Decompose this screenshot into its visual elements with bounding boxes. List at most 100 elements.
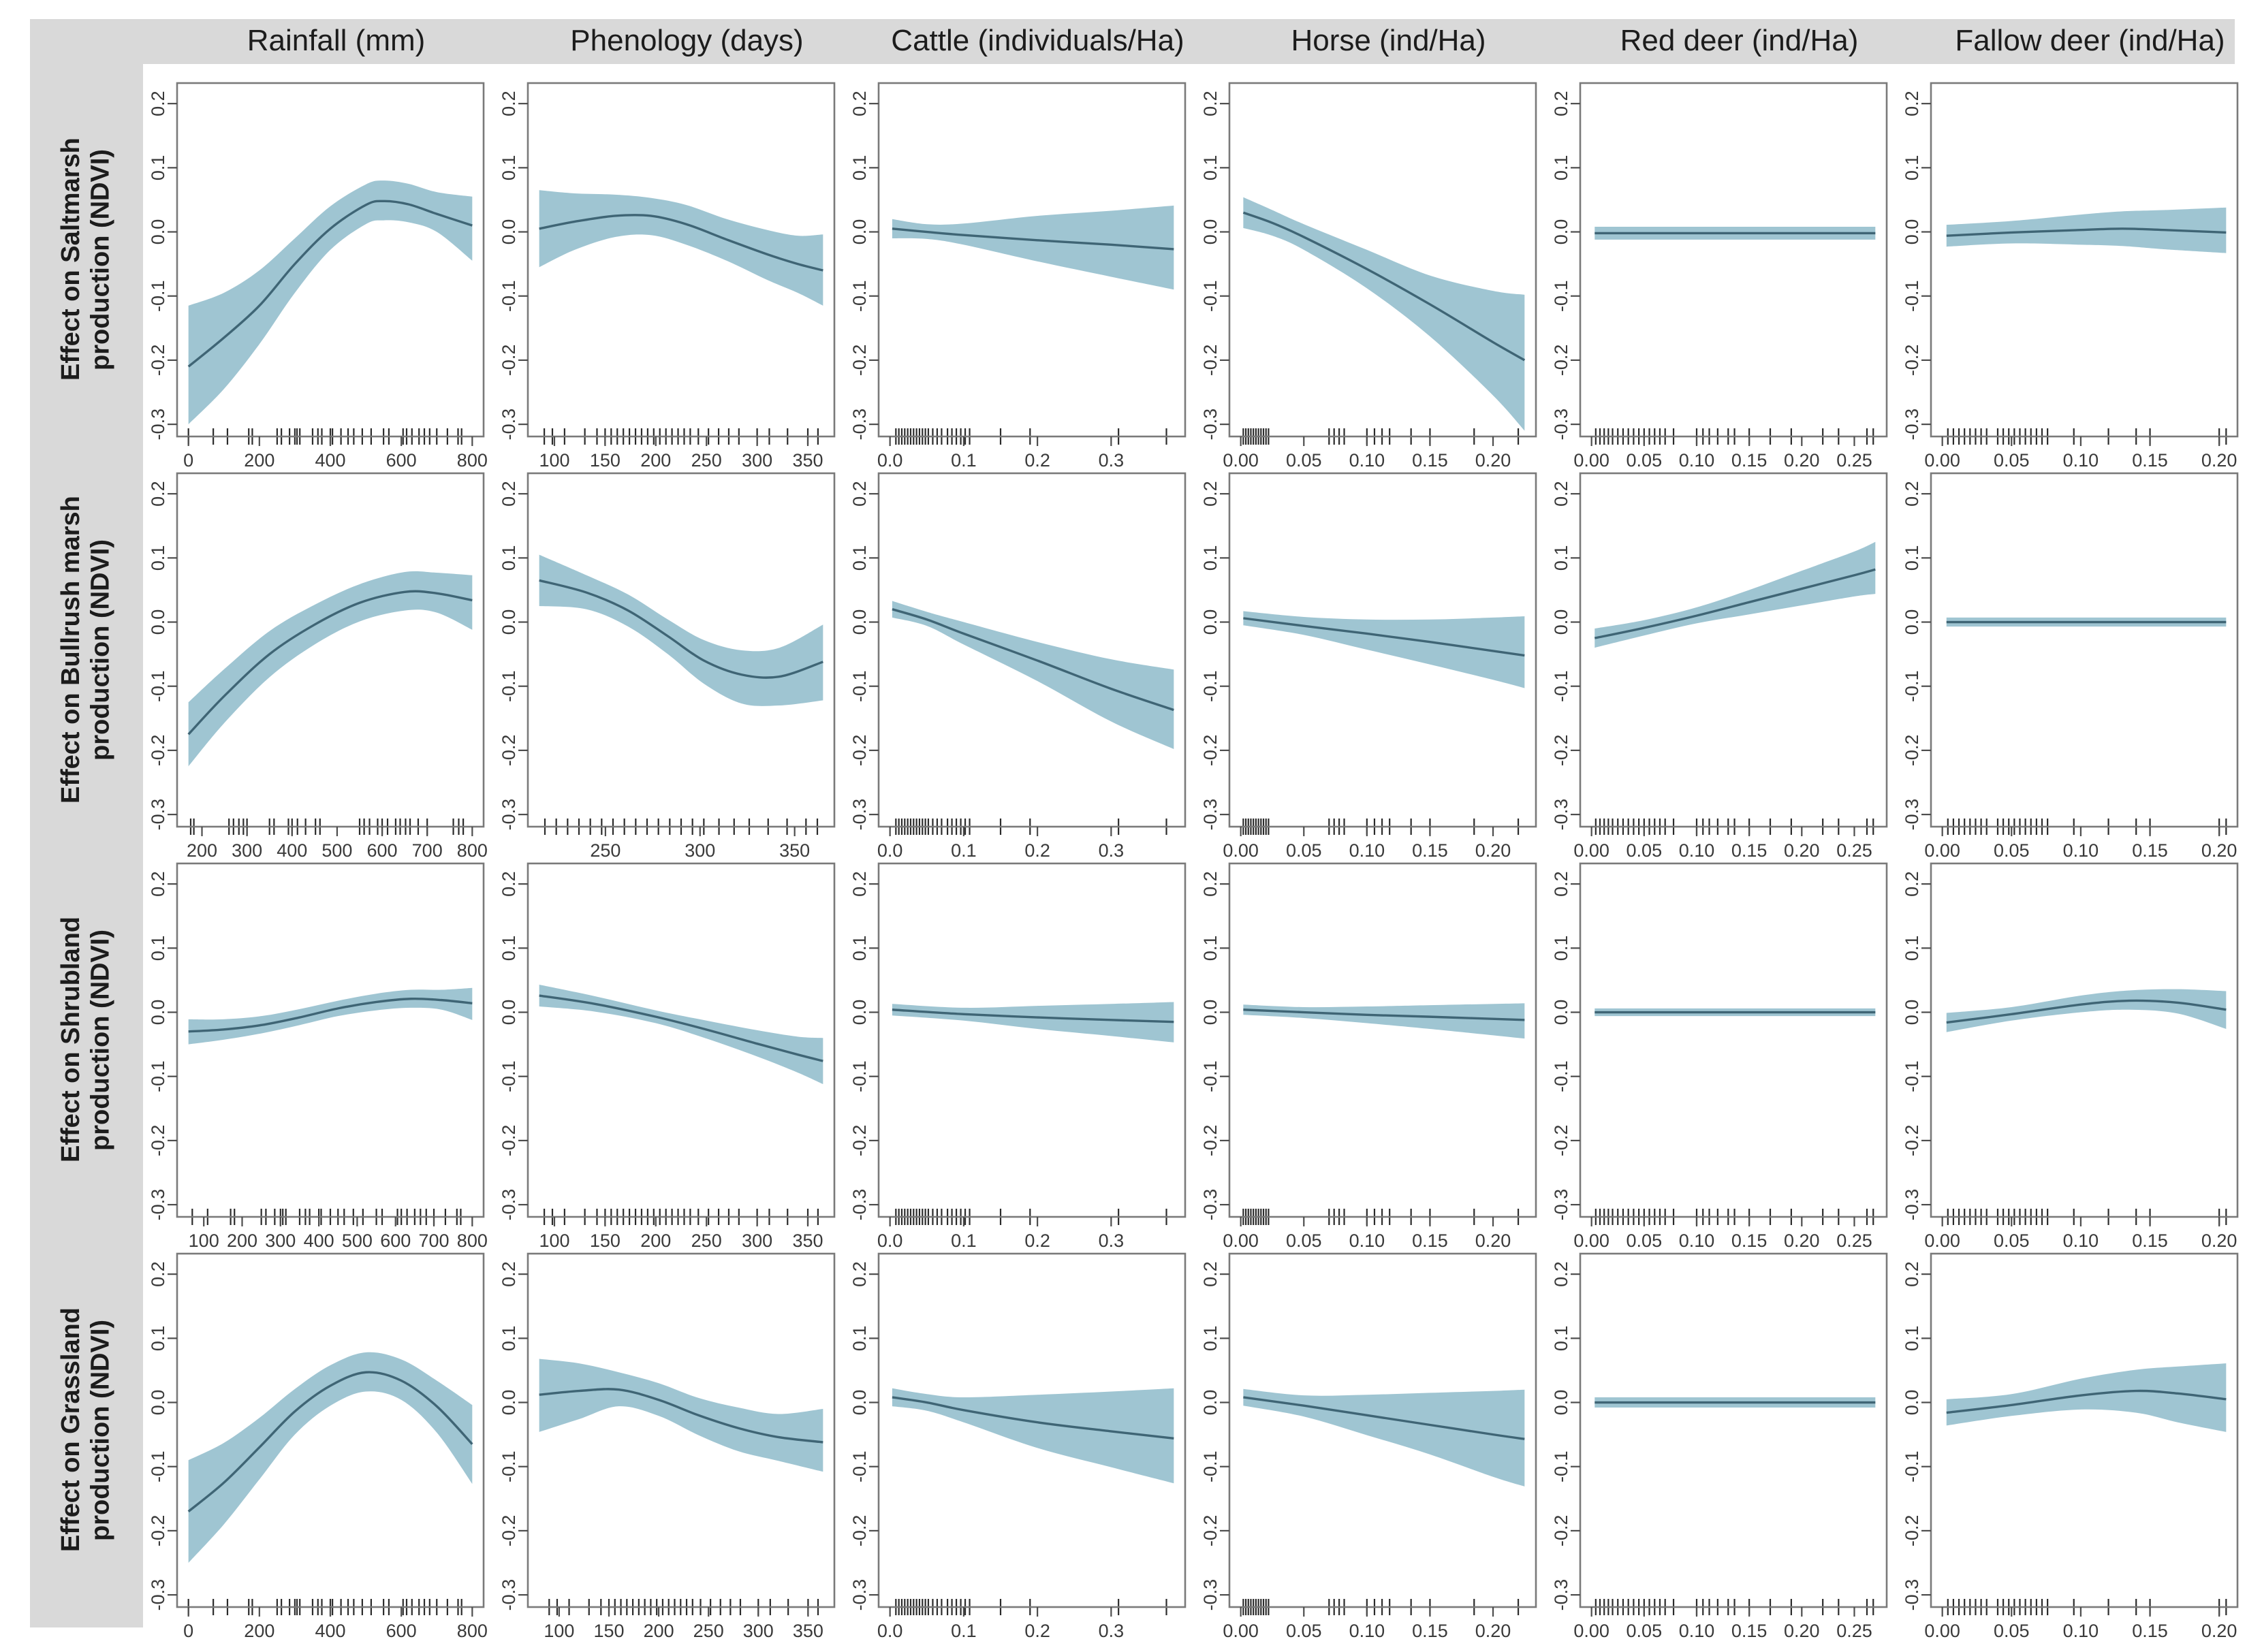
y-tick-label: -0.3 [148, 1189, 168, 1221]
x-tick-label: 350 [792, 1230, 823, 1251]
gam-plot: 0.2 0.1 0.0 -0.1 -0.2 -0.30.00 0.05 0.10 0.15 0.2… [1902, 1252, 2239, 1641]
y-tick-label: 0.1 [1200, 155, 1221, 181]
x-tick-label: 0.10 [1679, 1230, 1715, 1251]
y-tick-label: -0.3 [1200, 799, 1221, 831]
y-tick-label: -0.1 [1200, 1060, 1221, 1092]
y-tick-label: -0.1 [1551, 1060, 1571, 1092]
x-tick-label: 0.05 [1627, 1230, 1663, 1251]
x-tick-label: 0.00 [1573, 1621, 1609, 1641]
y-tick-label: -0.3 [1551, 409, 1571, 441]
gam-plot: 0.2 0.1 0.0 -0.1 -0.2 -0.3 0 200 400 600 800 [148, 82, 488, 471]
row-label-band [30, 19, 143, 1627]
gam-plot: 0.2 0.1 0.0 -0.1 -0.2 -0.3 250 300 350 [499, 472, 836, 861]
x-tick-label: 0.10 [1349, 1230, 1385, 1251]
x-tick-label: 100 [539, 450, 569, 471]
y-tick-label: 0.0 [1200, 609, 1221, 635]
y-tick-label: 0.2 [1902, 1261, 1922, 1287]
y-tick-label: 0.0 [148, 609, 168, 635]
x-tick-label: 400 [315, 450, 345, 471]
x-tick-label: 0.00 [1573, 840, 1609, 861]
plot-box [1228, 1252, 1537, 1608]
confidence-band [892, 601, 1174, 750]
y-tick-label: -0.1 [148, 1060, 168, 1092]
x-tick-label: 0.05 [1994, 1621, 2030, 1641]
x-tick-label: 0.05 [1286, 840, 1322, 861]
x-tick-label: 350 [779, 840, 810, 861]
x-tick-label: 600 [380, 1230, 411, 1251]
y-tick-label: -0.3 [1551, 1189, 1571, 1221]
y-tick-label: -0.2 [1902, 735, 1922, 767]
x-tick-label: 800 [457, 1230, 488, 1251]
x-tick-label: 0.05 [1994, 450, 2030, 471]
x-tick-label: 0.15 [1731, 450, 1768, 471]
gam-plot: 0.2 0.1 0.0 -0.1 -0.2 -0.30.00 0.05 0.10 0.15 0.2… [1200, 862, 1537, 1251]
y-tick-label: 0.0 [499, 219, 519, 245]
y-tick-label: -0.3 [1200, 1579, 1221, 1611]
y-tick-label: 0.0 [1551, 219, 1571, 245]
y-tick-label: 0.0 [499, 1000, 519, 1026]
x-tick-label: 0.20 [2201, 450, 2237, 471]
x-tick-label: 0.2 [1024, 1230, 1050, 1251]
x-tick-label: 300 [685, 840, 715, 861]
gam-plot: 0.2 0.1 0.0 -0.1 -0.2 -0.3 200 300 400 500 600 700 8… [148, 472, 488, 861]
y-tick-label: 0.0 [849, 609, 870, 635]
y-tick-label: 0.2 [1551, 871, 1571, 897]
plot-box [1228, 472, 1537, 828]
y-tick-label: -0.1 [1551, 280, 1571, 312]
x-tick-label: 200 [244, 450, 274, 471]
y-tick-label: 0.1 [148, 936, 168, 962]
confidence-band [892, 1388, 1174, 1484]
x-tick-label: 300 [265, 1230, 296, 1251]
x-tick-label: 0.15 [1412, 1621, 1448, 1641]
x-tick-label: 0.15 [1731, 840, 1768, 861]
y-tick-label: 0.0 [148, 219, 168, 245]
gam-plot: 0.2 0.1 0.0 -0.1 -0.2 -0.3 100 150 200 250 300 350 [499, 82, 836, 471]
smooth-fit-line [1946, 227, 2227, 237]
x-tick-label: 0.2 [1024, 1621, 1050, 1641]
x-tick-label: 0.00 [1223, 1230, 1259, 1251]
smooth-fit-line [187, 1371, 473, 1512]
x-tick-label: 0.25 [1836, 450, 1872, 471]
x-tick-label: 200 [640, 1230, 671, 1251]
y-tick-label: -0.2 [1200, 1515, 1221, 1547]
y-tick-label: 0.0 [1200, 1390, 1221, 1416]
y-tick-label: 0.2 [1902, 481, 1922, 507]
x-tick-label: 0.10 [1349, 1621, 1385, 1641]
y-tick-label: 0.2 [499, 871, 519, 897]
panel-r0-c3: 0.2 0.1 0.0 -0.1 -0.2 -0.3 0.00 0.05 0.10 0.15 0.2… [1195, 64, 1546, 471]
panel-r0-c1: 0.2 0.1 0.0 -0.1 -0.2 -0.3 100 150 200 250 300 350 [494, 64, 845, 471]
x-tick-label: 0.10 [1679, 1621, 1715, 1641]
confidence-band [1243, 1388, 1525, 1487]
x-tick-label: 0.00 [1223, 450, 1259, 471]
x-tick-label: 0.05 [1286, 1621, 1322, 1641]
x-tick-label: 0.10 [2063, 840, 2099, 861]
y-tick-label: 0.2 [849, 1261, 870, 1287]
y-tick-label: -0.2 [1902, 345, 1922, 377]
y-tick-label: 0.0 [849, 1390, 870, 1416]
column-title-red-deer: Red deer (ind/Ha) [1620, 24, 1859, 57]
x-tick-label: 0.1 [951, 1230, 977, 1251]
row-label-text: Effect on Shrubland production (NDVI) [57, 917, 115, 1162]
panel-r2-c5: 0.2 0.1 0.0 -0.1 -0.2 -0.3 0.00 0.05 0.10 0.15 0.2… [1897, 844, 2248, 1251]
panel-r1-c4: 0.2 0.1 0.0 -0.1 -0.2 -0.3 0.00 0.05 0.10 0.15 0.2… [1546, 454, 1897, 861]
y-tick-label: -0.3 [849, 1189, 870, 1221]
gam-plot: 0.2 0.1 0.0 -0.1 -0.2 -0.30.00 0.05 0.10 0.15 0.2… [1902, 82, 2239, 471]
gam-plot: 0.2 0.1 0.0 -0.1 -0.2 -0.30.00 0.05 0.10 0.15 0.2… [1551, 862, 1888, 1251]
x-tick-label: 300 [742, 450, 772, 471]
plot-box [1930, 472, 2239, 828]
x-tick-label: 350 [792, 450, 823, 471]
y-tick-label: -0.3 [849, 1579, 870, 1611]
confidence-band [539, 554, 823, 706]
y-tick-label: 0.0 [1902, 219, 1922, 245]
confidence-band [1243, 611, 1525, 688]
x-tick-label: 0.05 [1994, 840, 2030, 861]
plot-box [1228, 82, 1537, 438]
panel-r1-c0: 0.2 0.1 0.0 -0.1 -0.2 -0.3 200 300 400 500 600 700 8… [143, 454, 494, 861]
plot-box [877, 82, 1187, 438]
smooth-fit-line [1946, 1389, 2227, 1414]
smooth-fit-line [539, 1388, 823, 1444]
gam-plot: 0.2 0.1 0.0 -0.1 -0.2 -0.30.00 0.05 0.10 0.15 0.2… [1200, 472, 1537, 861]
y-tick-label: -0.3 [1902, 799, 1922, 831]
y-tick-label: -0.3 [1902, 409, 1922, 441]
y-tick-label: -0.3 [499, 1189, 519, 1221]
